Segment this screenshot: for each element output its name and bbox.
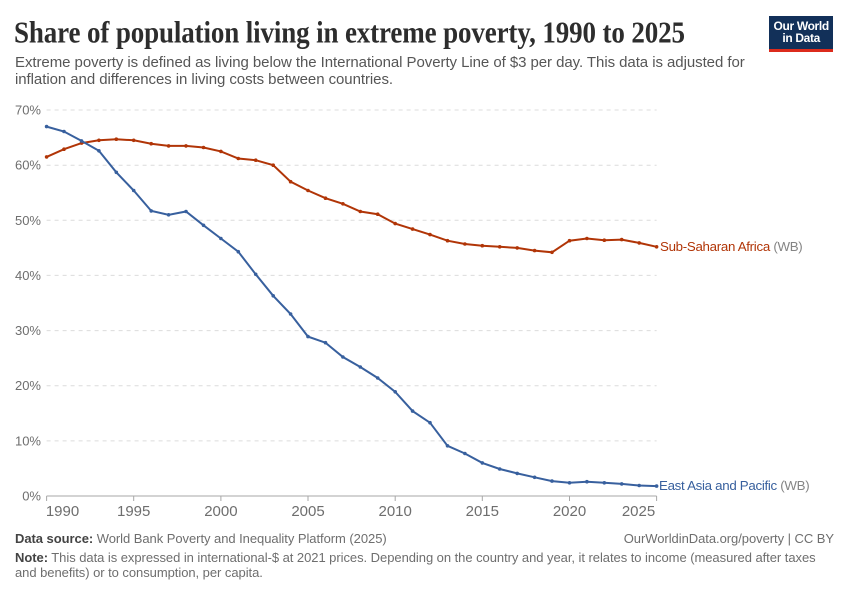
svg-text:50%: 50% [15,213,41,228]
svg-text:2020: 2020 [553,503,586,520]
svg-text:2015: 2015 [466,503,499,520]
svg-text:0%: 0% [22,489,41,504]
svg-text:60%: 60% [15,158,41,173]
svg-text:2010: 2010 [379,503,412,520]
svg-text:70%: 70% [15,103,41,118]
svg-text:1990: 1990 [46,503,79,520]
svg-text:30%: 30% [15,323,41,338]
svg-text:2005: 2005 [291,503,324,520]
svg-text:40%: 40% [15,268,41,283]
svg-text:10%: 10% [15,433,41,448]
svg-text:2025: 2025 [622,503,655,520]
svg-text:20%: 20% [15,378,41,393]
svg-text:1995: 1995 [117,503,150,520]
svg-text:2000: 2000 [204,503,237,520]
